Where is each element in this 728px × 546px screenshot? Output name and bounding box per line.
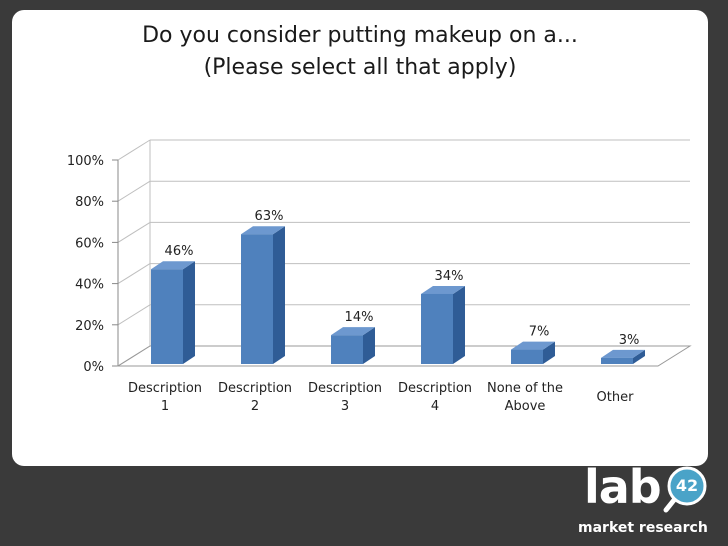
x-tick-label: Description: [218, 381, 292, 396]
bar-side: [183, 261, 195, 364]
x-tick-label: 4: [431, 399, 439, 414]
bar-top: [151, 261, 195, 270]
logo-number: 42: [675, 476, 699, 495]
x-tick-label: 3: [341, 399, 349, 414]
y-tick-label: 40%: [75, 278, 104, 293]
data-label: 7%: [529, 325, 550, 340]
bar-side: [633, 349, 645, 364]
y-tick-label: 20%: [75, 319, 104, 334]
bar: [421, 293, 453, 364]
x-tick-label: 1: [161, 399, 169, 414]
bar-side: [363, 327, 375, 364]
gridline-side: [117, 139, 151, 161]
y-tick-label: 60%: [75, 236, 104, 251]
bar-top: [331, 327, 375, 336]
gridline-side: [117, 304, 151, 326]
chart-subtitle: (Please select all that apply): [203, 55, 517, 80]
gridline-side: [117, 263, 151, 285]
slide-background: [12, 10, 708, 466]
chart-title-block: Do you consider putting makeup on a... (…: [12, 20, 708, 84]
chart-floor: [116, 345, 692, 367]
bar-side: [543, 341, 555, 364]
bar-top: [421, 285, 465, 294]
x-tick-label: Description: [398, 381, 472, 396]
bar-top: [601, 349, 645, 358]
bar-top: [241, 226, 285, 235]
lab42-logo: lab 42 market research: [578, 460, 718, 542]
x-tick-label: Above: [505, 399, 546, 414]
data-label: 34%: [435, 269, 464, 284]
x-tick-label: Description: [308, 381, 382, 396]
y-tick-label: 0%: [83, 360, 104, 375]
chart-title: Do you consider putting makeup on a...: [142, 23, 578, 48]
data-label: 46%: [165, 244, 194, 259]
x-tick-label: Description: [128, 381, 202, 396]
y-tick-label: 100%: [67, 154, 104, 169]
gridline-side: [117, 180, 151, 202]
bar-side: [453, 285, 465, 364]
data-label: 3%: [619, 333, 640, 348]
magnifier-icon: [663, 466, 707, 513]
data-label: 14%: [345, 310, 374, 325]
bar: [331, 335, 363, 364]
bar: [151, 269, 183, 364]
logo-subtitle: market research: [578, 520, 708, 536]
bar-side: [273, 226, 285, 364]
data-label: 63%: [255, 209, 284, 224]
bar: [511, 349, 543, 364]
x-tick-label: None of the: [487, 381, 563, 396]
gridline-side: [117, 221, 151, 243]
y-tick-label: 80%: [75, 195, 104, 210]
bar-top: [511, 341, 555, 350]
bar: [241, 234, 273, 364]
bar: [601, 357, 633, 364]
logo-lab-text: lab: [584, 460, 662, 514]
x-tick-label: 2: [251, 399, 259, 414]
x-tick-label: Other: [597, 390, 635, 405]
